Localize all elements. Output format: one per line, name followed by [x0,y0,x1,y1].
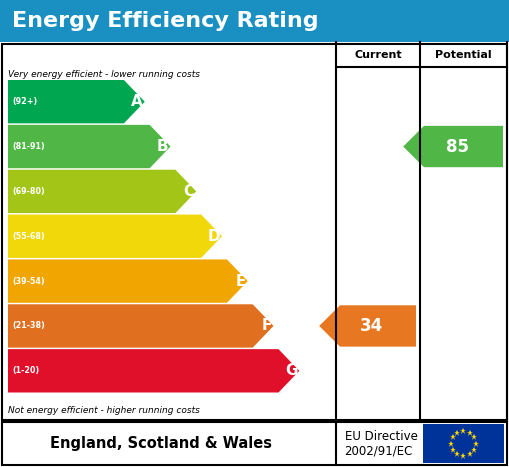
Text: E: E [235,274,246,289]
Text: (69-80): (69-80) [12,187,45,196]
Text: G: G [285,363,297,378]
Text: (1-20): (1-20) [12,366,39,375]
Text: B: B [157,139,168,154]
Text: Potential: Potential [435,50,492,59]
Polygon shape [8,125,171,168]
Bar [2,422,507,465]
Text: (39-54): (39-54) [12,276,45,286]
Bar [0,0,509,42]
Text: 85: 85 [446,138,469,156]
Bar [2,44,507,420]
Text: (81-91): (81-91) [12,142,45,151]
Polygon shape [8,260,248,303]
Text: England, Scotland & Wales: England, Scotland & Wales [50,436,272,451]
Text: F: F [261,318,271,333]
Text: EU Directive
2002/91/EC: EU Directive 2002/91/EC [345,430,417,458]
Text: (92+): (92+) [12,97,37,106]
Polygon shape [319,305,416,347]
Polygon shape [8,304,273,347]
Bar [0,420,509,467]
Text: C: C [183,184,194,199]
Text: Current: Current [354,50,402,59]
Text: (21-38): (21-38) [12,321,45,331]
Polygon shape [403,126,503,167]
Text: 34: 34 [360,317,383,335]
Text: Not energy efficient - higher running costs: Not energy efficient - higher running co… [8,406,200,415]
Bar [423,424,504,463]
Text: D: D [207,229,220,244]
Text: (55-68): (55-68) [12,232,45,241]
Text: A: A [131,94,143,109]
Text: Energy Efficiency Rating: Energy Efficiency Rating [12,11,319,31]
Polygon shape [8,214,222,258]
Polygon shape [8,349,299,392]
Polygon shape [8,80,145,123]
Text: Very energy efficient - lower running costs: Very energy efficient - lower running co… [8,70,200,79]
Polygon shape [8,170,196,213]
